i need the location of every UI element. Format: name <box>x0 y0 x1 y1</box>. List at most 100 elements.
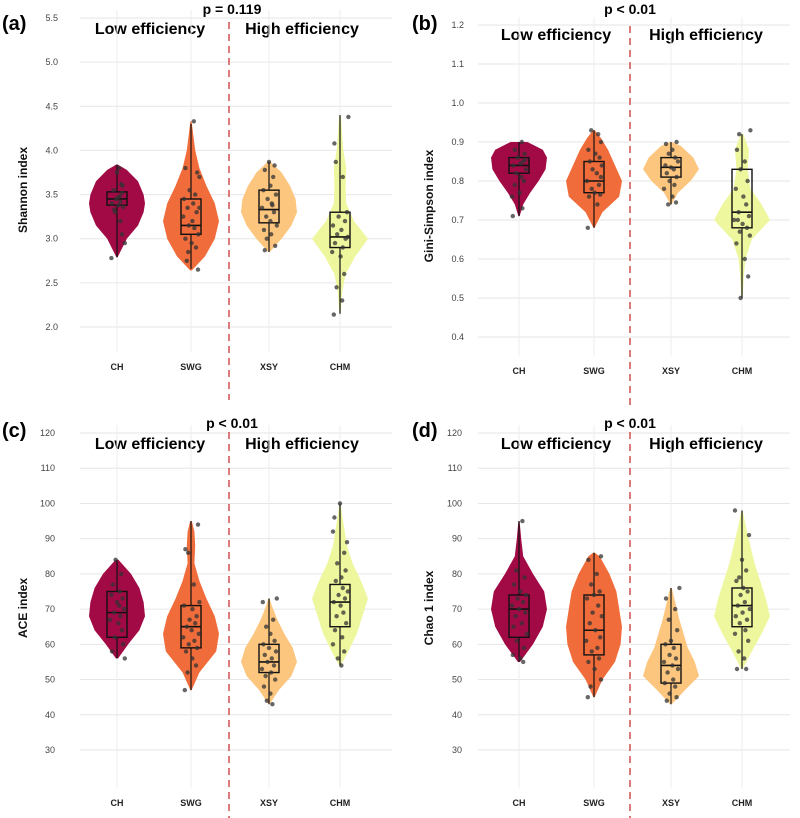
data-point <box>746 532 752 538</box>
data-point <box>262 248 267 253</box>
data-point <box>732 217 737 223</box>
data-point <box>113 557 118 562</box>
data-point <box>742 159 747 164</box>
data-point <box>184 624 189 629</box>
data-point <box>117 589 123 594</box>
data-point <box>677 585 682 591</box>
data-point <box>597 155 602 160</box>
data-point <box>671 167 676 172</box>
panel-d: (d) p < 0.01 Low efficiency High efficie… <box>412 415 790 818</box>
data-point <box>340 298 345 303</box>
data-point <box>119 628 125 633</box>
data-point <box>511 582 517 587</box>
group-label-high: High efficiency <box>245 436 359 453</box>
data-point <box>673 155 678 160</box>
data-point <box>515 155 520 160</box>
data-point <box>107 617 113 622</box>
y-tick-label: 30 <box>452 745 462 755</box>
series-chm: CHM <box>312 501 368 808</box>
data-point <box>586 557 591 562</box>
y-tick-label: 0.9 <box>451 137 464 147</box>
data-point <box>192 638 197 643</box>
data-point <box>518 656 523 661</box>
series-chm: CHM <box>714 508 770 808</box>
data-point <box>193 245 199 250</box>
data-point <box>666 617 671 622</box>
data-point <box>675 159 681 164</box>
data-point <box>740 610 745 615</box>
data-point <box>598 192 603 197</box>
data-point <box>732 508 738 513</box>
data-point <box>268 691 273 696</box>
data-point <box>187 617 192 622</box>
data-point <box>261 227 267 233</box>
data-point <box>514 638 519 643</box>
data-point <box>667 652 672 658</box>
y-tick-label: 4.5 <box>45 101 58 111</box>
data-point <box>344 540 350 545</box>
y-tick-label: 3.5 <box>45 190 58 200</box>
data-point <box>341 610 346 615</box>
data-point <box>596 603 601 608</box>
data-point <box>589 582 594 587</box>
data-point <box>183 165 188 171</box>
data-point <box>594 571 599 577</box>
x-tick-label: SWG <box>180 798 202 808</box>
data-point <box>665 670 670 675</box>
data-point <box>745 178 750 184</box>
y-tick-label: 80 <box>452 569 462 579</box>
violin <box>714 134 770 298</box>
data-point <box>598 139 604 145</box>
data-point <box>595 645 600 651</box>
data-point <box>664 171 669 176</box>
data-point <box>271 617 276 622</box>
data-point <box>194 614 199 619</box>
data-point <box>741 585 746 591</box>
x-tick-label: SWG <box>180 362 202 372</box>
data-point <box>584 638 589 643</box>
panel-label: (d) <box>412 420 438 442</box>
y-tick-label: 0.7 <box>451 215 464 225</box>
y-tick-label: 120 <box>447 428 462 438</box>
data-point <box>511 624 516 629</box>
y-tick-label: 5.5 <box>45 13 58 23</box>
series-swg: SWG <box>163 119 219 372</box>
data-point <box>510 213 515 219</box>
panel-b: (b) p < 0.01 Low efficiency High efficie… <box>412 1 790 410</box>
data-point <box>195 645 200 651</box>
series-swg: SWG <box>566 552 622 808</box>
data-point <box>598 174 604 180</box>
data-point <box>524 631 529 636</box>
data-point <box>183 547 188 552</box>
data-point <box>190 218 195 224</box>
data-point <box>340 174 345 180</box>
data-point <box>330 529 336 534</box>
data-point <box>342 596 348 601</box>
data-point <box>334 285 339 290</box>
x-tick-label: CH <box>513 366 526 376</box>
data-point <box>272 638 277 643</box>
data-point <box>746 274 751 279</box>
data-point <box>121 642 126 647</box>
data-point <box>517 190 522 195</box>
data-point <box>183 649 189 654</box>
data-point <box>268 631 273 636</box>
data-point <box>122 240 128 246</box>
x-tick-label: CH <box>111 798 124 808</box>
data-point <box>181 603 187 608</box>
y-tick-label: 90 <box>452 534 462 544</box>
data-point <box>674 139 679 145</box>
data-point <box>340 245 345 250</box>
data-point <box>337 501 343 506</box>
data-point <box>585 225 590 230</box>
data-point <box>523 610 528 615</box>
y-tick-label: 100 <box>40 498 55 508</box>
data-point <box>269 670 274 675</box>
data-point <box>333 159 338 165</box>
data-point <box>185 670 190 675</box>
panel-label: (b) <box>412 13 438 35</box>
data-point <box>746 638 751 643</box>
data-point <box>182 687 187 693</box>
data-point <box>509 603 515 608</box>
x-tick-label: XSY <box>260 798 278 808</box>
